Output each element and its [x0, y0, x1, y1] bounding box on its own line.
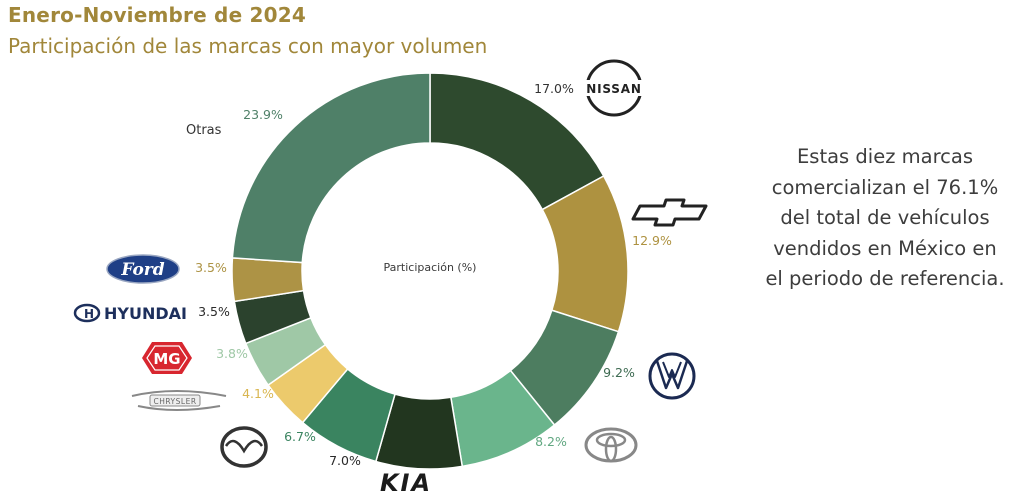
side-note: Estas diez marcas comercializan el 76.1%… [765, 145, 1005, 290]
volkswagen-logo-icon [648, 352, 696, 400]
mg-logo-icon: MG [142, 342, 192, 374]
donut-slices [231, 72, 629, 470]
ford-logo-text: Ford [120, 260, 164, 280]
hyundai-logo-icon: H HYUNDAI [73, 303, 187, 323]
donut-slice-otras [231, 72, 431, 264]
kia-logo-text: KIA [380, 469, 432, 497]
chart-subtitle: Participación de las marcas con mayor vo… [8, 34, 488, 58]
percent-label-toyota: 8.2% [535, 434, 567, 449]
chrysler-logo-icon: CHRYSLER [131, 390, 227, 411]
chrysler-logo-text: CHRYSLER [153, 397, 196, 406]
ford-logo-icon: Ford [106, 254, 180, 284]
donut-slice-nissan [429, 72, 605, 211]
percent-label-mg: 3.8% [216, 346, 248, 361]
hyundai-logo-text: HYUNDAI [104, 304, 187, 323]
percent-label-ford: 3.5% [195, 260, 227, 275]
percent-label-chevrolet: 12.9% [632, 233, 672, 248]
kia-logo-icon: KIA [380, 469, 432, 497]
mazda-logo-icon [220, 426, 268, 468]
percent-labels: 17.0% 12.9% 9.2% 8.2% 7.0% 6.7% 4.1% 3.8% 3.5% 3.… [195, 81, 672, 468]
svg-text:H: H [84, 307, 94, 321]
nissan-logo-icon: NISSAN [583, 59, 645, 117]
center-label: Participación (%) [384, 261, 477, 274]
percent-label-chrysler: 4.1% [242, 386, 274, 401]
percent-label-mazda: 6.7% [284, 429, 316, 444]
toyota-logo-icon [584, 427, 638, 463]
nissan-logo-text: NISSAN [586, 82, 641, 96]
otras-label: Otras [186, 123, 222, 138]
chevrolet-logo-icon [631, 198, 708, 227]
percent-label-nissan: 17.0% [534, 81, 574, 96]
mg-logo-text: MG [153, 350, 180, 368]
percent-label-hyundai: 3.5% [198, 304, 230, 319]
percent-label-volkswagen: 9.2% [603, 365, 635, 380]
percent-label-kia: 7.0% [329, 453, 361, 468]
chart-title: Enero-Noviembre de 2024 [8, 3, 306, 27]
percent-label-otras: 23.9% [243, 107, 283, 122]
